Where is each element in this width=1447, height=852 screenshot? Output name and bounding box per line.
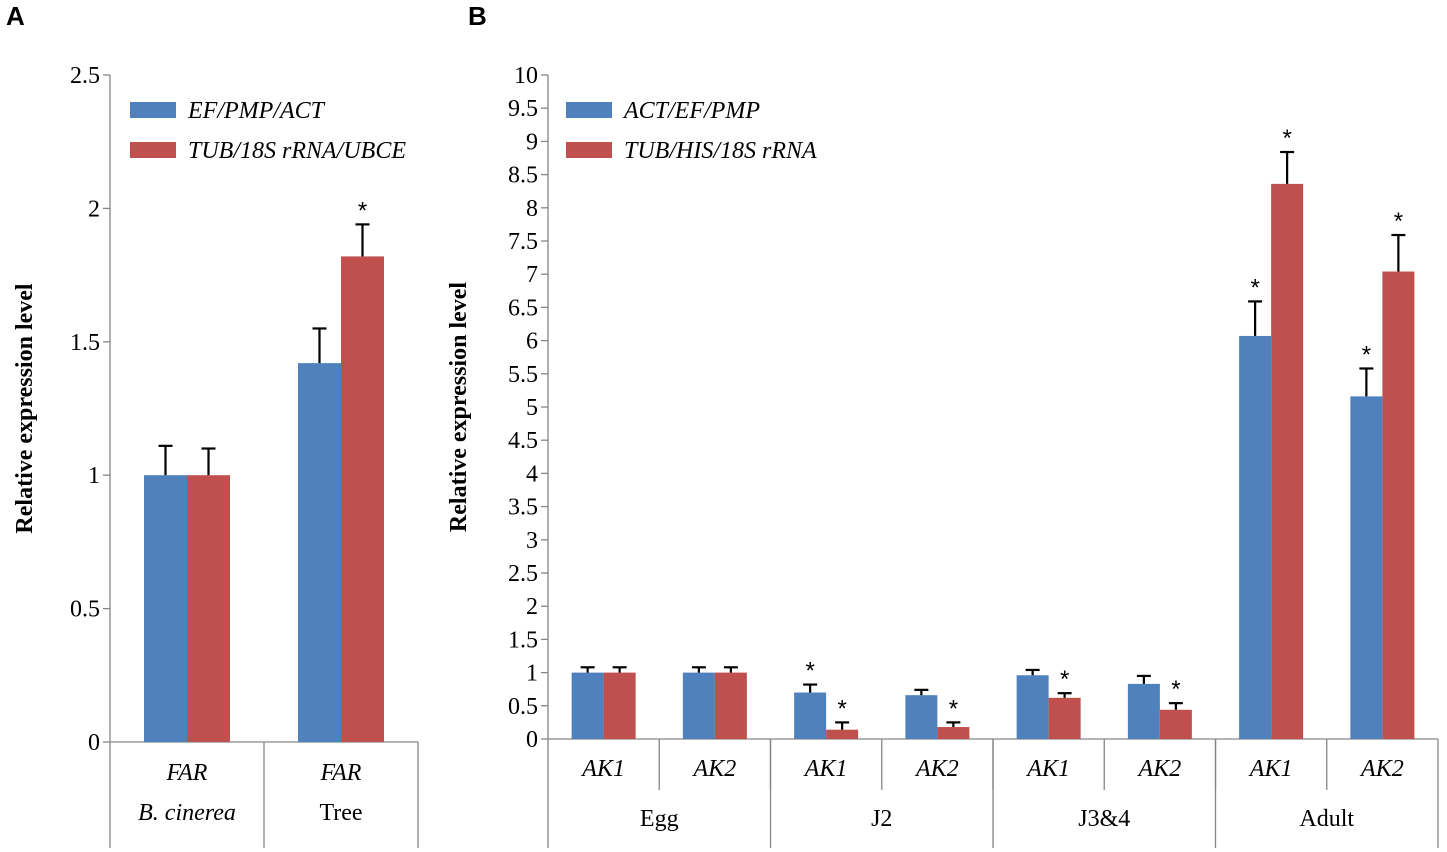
y-tick-label: 6.5: [508, 295, 538, 321]
category-label: FAR: [166, 760, 208, 786]
panel-b-letter: B: [468, 1, 487, 31]
significance-marker: *: [837, 695, 846, 722]
y-tick-label: 1.5: [508, 627, 538, 653]
group-label: Adult: [1299, 806, 1354, 832]
legend-swatch-1: [130, 102, 176, 118]
y-axis-title: Relative expression level: [446, 282, 472, 533]
y-tick-label: 1.5: [70, 330, 100, 356]
y-tick-label: 2.5: [508, 561, 538, 587]
y-tick-label: 9.5: [508, 96, 538, 122]
category-label: AK1: [580, 756, 625, 782]
bar-1: [1350, 396, 1383, 739]
legend-label-1: EF/PMP/ACT: [187, 98, 326, 124]
bar-1: [571, 672, 604, 739]
y-tick-label: 8: [526, 196, 538, 222]
significance-marker: *: [949, 695, 958, 722]
y-tick-label: 1: [88, 463, 100, 489]
y-tick-label: 4: [526, 461, 538, 487]
bar-2: [826, 729, 859, 739]
bar-2: [341, 256, 384, 742]
bar-2: [937, 727, 970, 739]
category-label: AK2: [914, 756, 959, 782]
chart-panel-a: 0 0.5 1 1.5 2 2.5 Relative expression level FAR…: [12, 63, 419, 848]
bar-1: [905, 695, 938, 739]
chart-panel-b: 0 0.5 1 1.5 2 2.5 3 3.5 4 4.5 5 5.5 6 6.5 7 7.5 8 8.5 9 9.5…: [446, 63, 1439, 848]
group-label: B. cinerea: [138, 800, 236, 826]
significance-marker: *: [1362, 341, 1371, 368]
bar-2: [714, 672, 747, 739]
bar-1: [298, 363, 341, 742]
bar-1: [1016, 675, 1049, 739]
significance-marker: *: [1250, 274, 1259, 301]
bar-2: [603, 672, 636, 739]
bar-2: [1048, 697, 1081, 739]
category-label: AK2: [1359, 756, 1404, 782]
y-tick-label: 6: [526, 329, 538, 355]
group-label: Tree: [319, 800, 362, 826]
y-tick-label: 9: [526, 129, 538, 155]
y-tick-label: 1: [526, 661, 538, 687]
bar-1: [1239, 335, 1272, 739]
legend-swatch-1: [566, 102, 612, 118]
significance-marker: *: [1282, 125, 1291, 152]
legend-label-2: TUB/HIS/18S rRNA: [624, 138, 817, 164]
y-tick-label: 2: [526, 594, 538, 620]
y-tick-label: 7: [526, 262, 538, 288]
y-tick-label: 2: [88, 196, 100, 222]
group-label: J2: [871, 806, 892, 832]
bar-1: [682, 672, 715, 739]
y-tick-label: 0: [526, 727, 538, 753]
category-label: FAR: [320, 760, 362, 786]
y-tick-label: 0.5: [508, 694, 538, 720]
y-tick-label: 3: [526, 528, 538, 554]
significance-marker: *: [1394, 208, 1403, 235]
legend-swatch-2: [566, 142, 612, 158]
significance-marker: *: [358, 197, 367, 224]
category-label: AK1: [1248, 756, 1293, 782]
y-tick-label: 3.5: [508, 495, 538, 521]
y-tick-label: 7.5: [508, 229, 538, 255]
category-label: AK2: [692, 756, 737, 782]
bar-2: [1159, 709, 1192, 739]
y-tick-label: 2.5: [70, 63, 100, 89]
category-label: AK1: [1025, 756, 1070, 782]
y-tick-label: 5.5: [508, 362, 538, 388]
y-tick-label: 0: [88, 730, 100, 756]
panel-a-letter: A: [6, 1, 25, 31]
legend-label-1: ACT/EF/PMP: [622, 98, 760, 124]
y-tick-label: 4.5: [508, 428, 538, 454]
y-tick-label: 8.5: [508, 163, 538, 189]
bar-1: [794, 692, 827, 739]
significance-marker: *: [805, 658, 814, 685]
significance-marker: *: [1171, 676, 1180, 703]
bar-2: [187, 475, 230, 742]
bar-2: [1382, 271, 1415, 739]
group-label: Egg: [640, 806, 679, 832]
significance-marker: *: [1060, 666, 1069, 693]
y-tick-label: 10: [514, 63, 538, 89]
legend-swatch-2: [130, 142, 176, 158]
y-tick-label: 5: [526, 395, 538, 421]
y-axis-title: Relative expression level: [12, 283, 38, 534]
bar-1: [144, 475, 187, 742]
bar-2: [1271, 183, 1304, 739]
category-label: AK1: [803, 756, 848, 782]
legend-label-2: TUB/18S rRNA/UBCE: [188, 138, 406, 164]
category-label: AK2: [1137, 756, 1182, 782]
bar-1: [1127, 683, 1160, 739]
group-label: J3&4: [1078, 806, 1130, 832]
y-tick-label: 0.5: [70, 597, 100, 623]
